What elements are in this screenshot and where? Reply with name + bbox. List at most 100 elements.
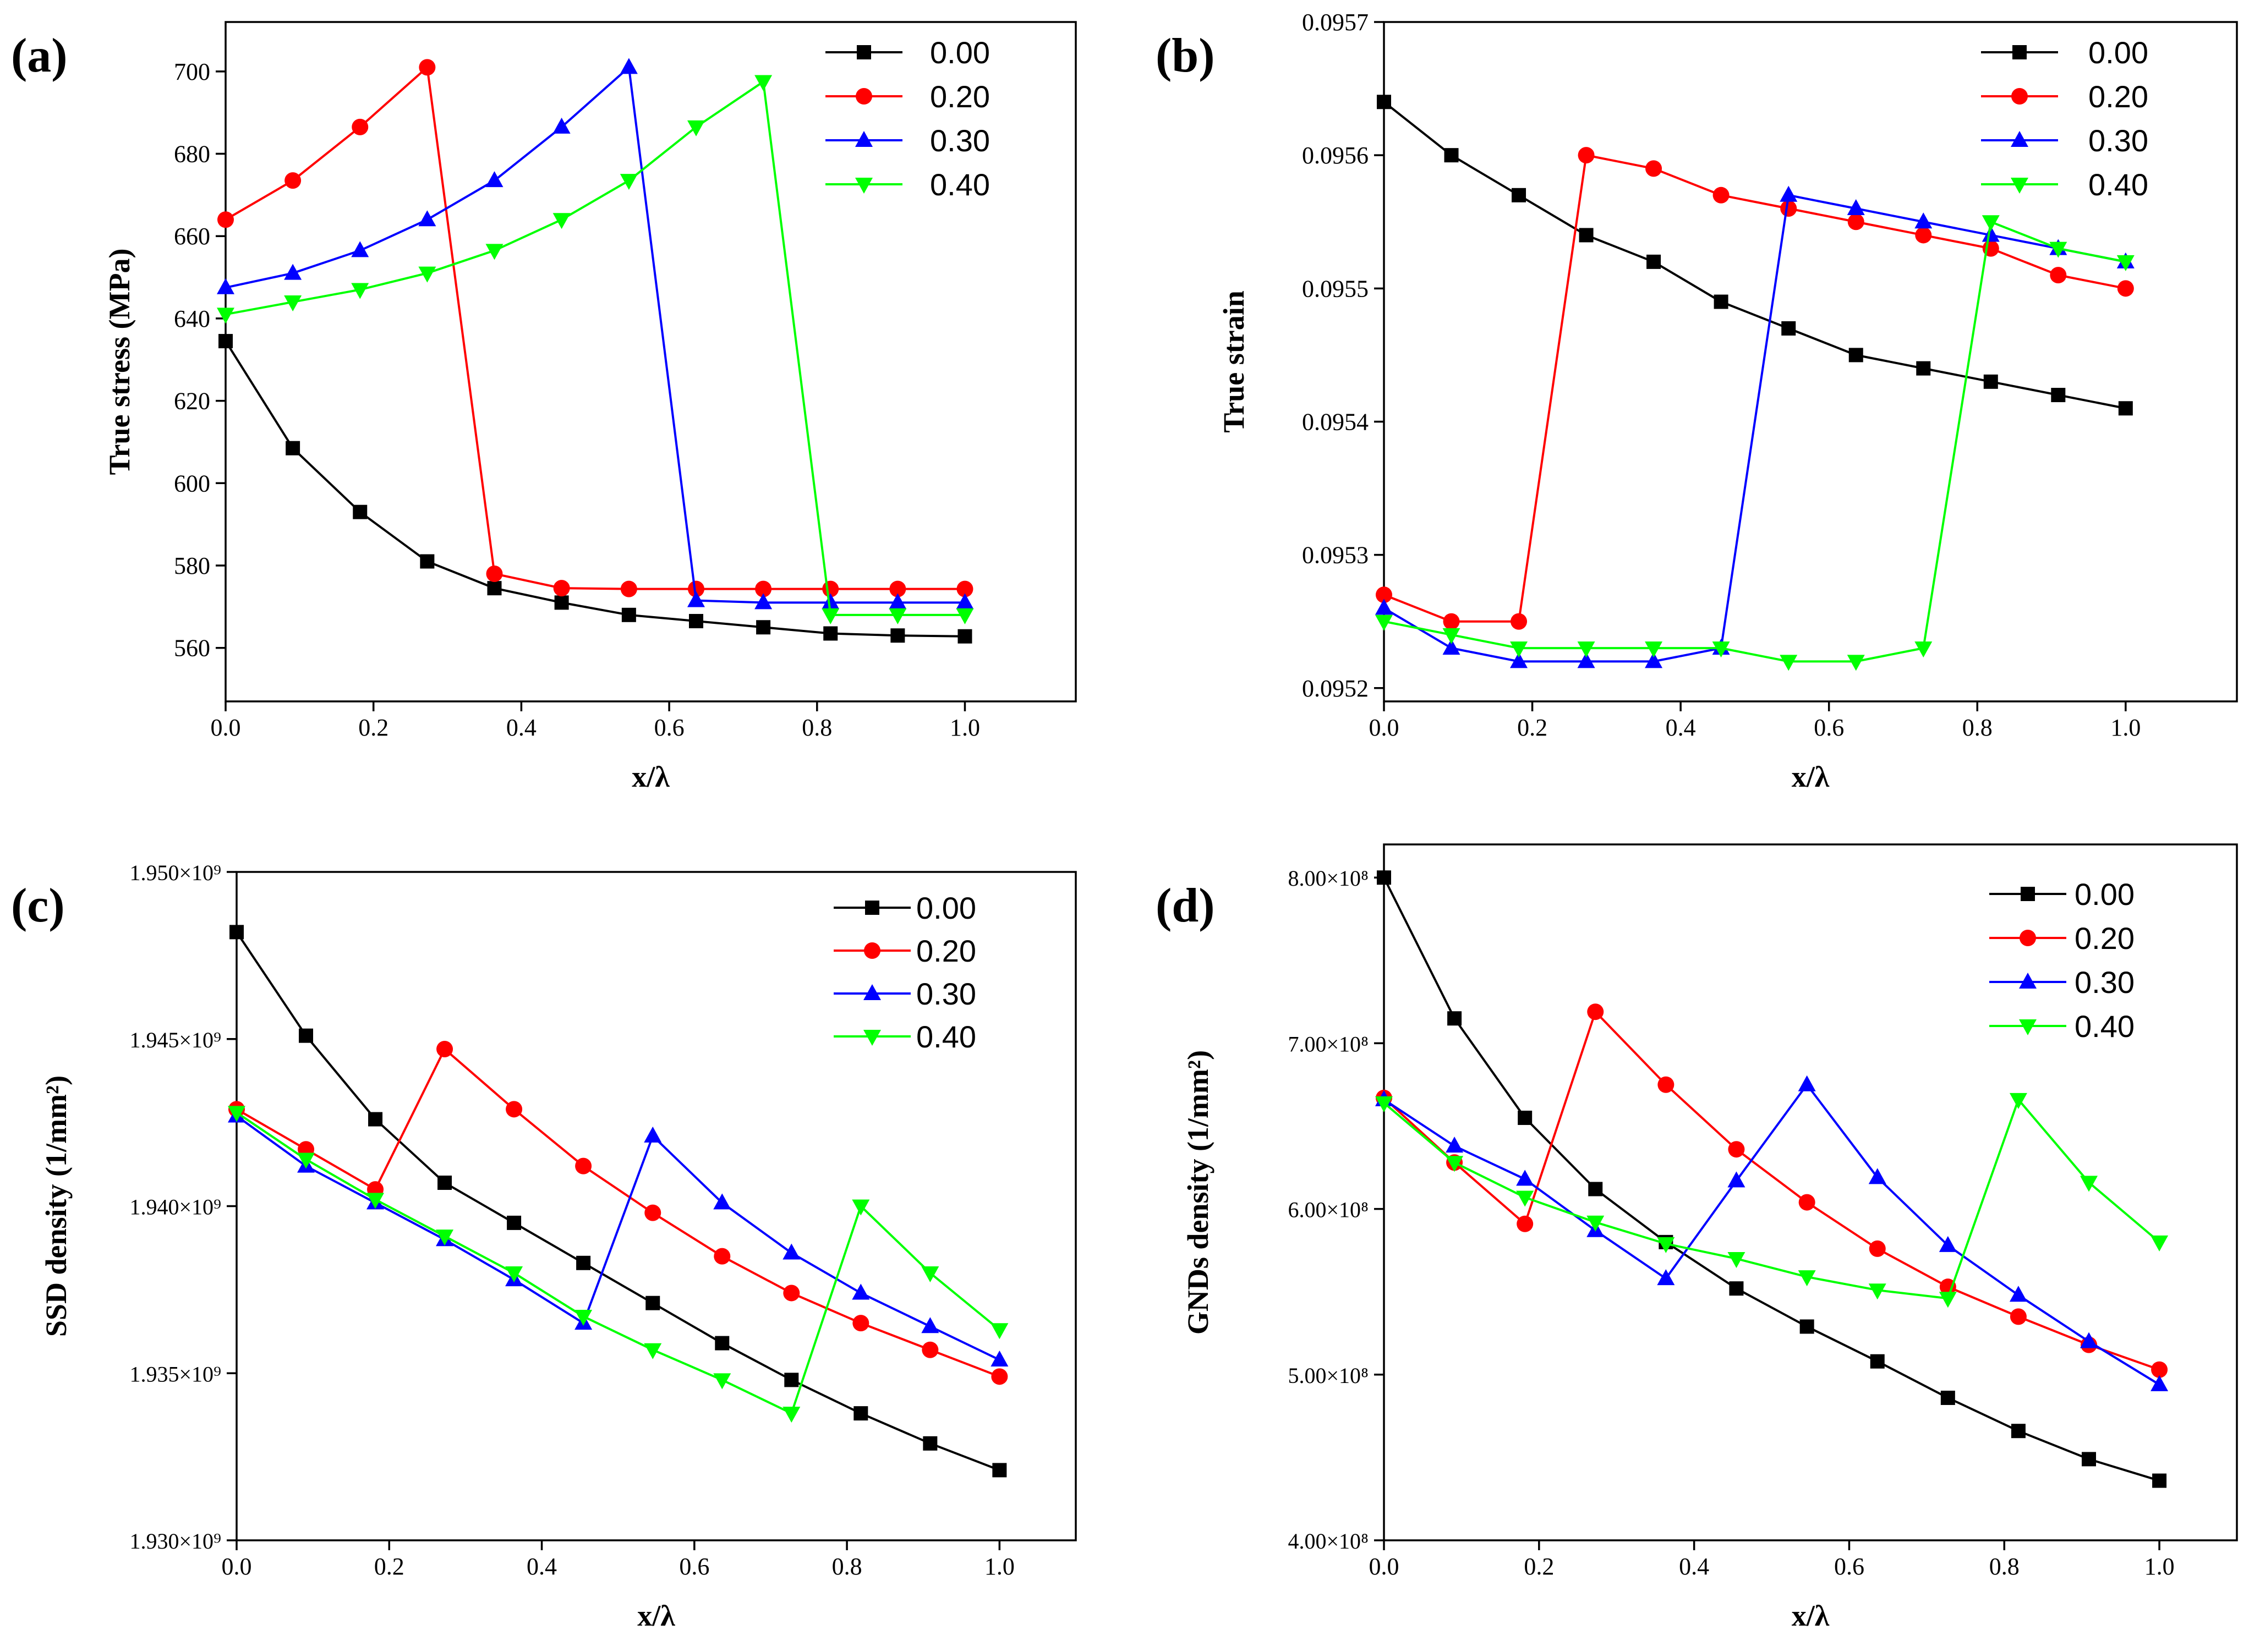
legend: 0.00 0.20 0.30 0.40 — [1981, 35, 2148, 202]
data-point — [1727, 1252, 1745, 1268]
data-point — [2080, 1332, 2098, 1348]
data-point — [418, 210, 436, 227]
x-tick-label: 0.2 — [1524, 1553, 1554, 1580]
legend-label: 0.40 — [2075, 1009, 2135, 1044]
y-tick-label: 640 — [174, 305, 210, 332]
data-point — [1780, 655, 1798, 671]
data-point — [1868, 1283, 1886, 1300]
x-tick-label: 0.6 — [1814, 714, 1844, 741]
legend-marker — [2019, 1019, 2037, 1035]
data-point — [956, 608, 974, 624]
legend-label: 0.00 — [930, 35, 990, 70]
series-line — [236, 1115, 1000, 1361]
y-tick-label: 6.00×10⁸ — [1288, 1198, 1369, 1222]
series-0.00 — [218, 334, 972, 644]
x-tick-label: 0.8 — [802, 714, 832, 741]
data-point — [368, 1112, 383, 1127]
data-point — [822, 608, 840, 624]
legend-marker — [856, 88, 872, 105]
y-tick-label: 600 — [174, 470, 210, 497]
data-point — [754, 593, 773, 610]
data-point — [1375, 1096, 1393, 1112]
data-point — [957, 629, 972, 644]
y-tick-label: 660 — [174, 223, 210, 250]
data-point — [688, 614, 703, 629]
series-0.40 — [217, 75, 974, 624]
data-point — [1645, 160, 1662, 177]
data-point — [687, 120, 705, 136]
data-point — [1868, 1168, 1886, 1184]
legend: 0.00 0.20 0.30 0.40 — [834, 891, 976, 1054]
data-point — [418, 266, 436, 283]
data-point — [784, 1373, 799, 1387]
data-point — [991, 1368, 1008, 1385]
y-axis-title: GNDs density (1/mm²) — [1181, 1050, 1214, 1335]
series-line — [236, 1111, 1000, 1415]
data-point — [1714, 294, 1728, 309]
x-tick-label: 0.8 — [1962, 714, 1993, 741]
data-point — [228, 1106, 245, 1122]
y-tick-label: 5.00×10⁸ — [1288, 1363, 1369, 1388]
y-tick-label: 620 — [174, 388, 210, 415]
x-tick-label: 0.8 — [832, 1553, 862, 1580]
data-point — [2082, 1452, 2097, 1467]
data-point — [644, 1204, 661, 1221]
series-line — [225, 341, 965, 638]
data-point — [286, 441, 300, 455]
series-0.40 — [228, 1106, 1009, 1423]
data-point — [1728, 1141, 1745, 1158]
data-point — [1447, 1011, 1462, 1026]
y-tick-label: 1.940×10⁹ — [129, 1195, 221, 1220]
data-point — [1780, 185, 1798, 202]
data-point — [1510, 652, 1528, 668]
data-point — [420, 554, 435, 569]
data-point — [2009, 1286, 2027, 1302]
y-tick-label: 700 — [174, 58, 210, 85]
data-point — [1657, 1269, 1675, 1286]
data-point — [755, 580, 772, 597]
data-point — [1847, 655, 1865, 671]
data-point — [1940, 1390, 1955, 1405]
data-point — [687, 591, 705, 607]
data-point — [507, 1215, 522, 1230]
series-line — [236, 931, 1000, 1472]
series-0.40 — [1375, 1093, 2169, 1308]
data-point — [783, 1407, 801, 1423]
y-tick-label: 0.0954 — [1302, 408, 1369, 435]
data-point — [991, 1350, 1009, 1366]
data-point — [436, 1230, 454, 1246]
series-line — [1383, 1009, 2160, 1371]
data-point — [1579, 228, 1594, 243]
legend-label: 0.30 — [2075, 965, 2135, 1000]
data-point — [1511, 613, 1528, 630]
panel-label: (c) — [11, 879, 65, 932]
data-point — [1982, 215, 2000, 232]
data-point — [352, 118, 369, 135]
data-point — [2150, 1375, 2169, 1391]
x-tick-label: 0.4 — [506, 714, 537, 741]
data-point — [554, 595, 569, 610]
series-line — [1383, 101, 2126, 410]
x-tick-label: 0.0 — [1369, 1553, 1399, 1580]
legend-marker — [2011, 88, 2028, 105]
series-0.30 — [217, 58, 974, 610]
data-point — [574, 1309, 593, 1326]
y-tick-label: 0.0955 — [1302, 275, 1369, 302]
data-point — [921, 1266, 939, 1282]
y-tick-label: 560 — [174, 635, 210, 662]
legend-marker — [2021, 887, 2035, 901]
data-point — [756, 620, 771, 635]
series-line — [1383, 1083, 2160, 1386]
data-point — [1442, 628, 1460, 644]
data-point — [506, 1101, 523, 1118]
x-tick-label: 0.0 — [222, 1553, 252, 1580]
data-point — [852, 1315, 869, 1332]
data-point — [687, 580, 704, 597]
data-point — [419, 59, 436, 76]
y-tick-label: 8.00×10⁸ — [1288, 866, 1369, 891]
series-line — [225, 65, 965, 590]
legend-marker — [2019, 973, 2037, 989]
data-point — [1781, 321, 1796, 336]
series-line — [225, 65, 965, 604]
